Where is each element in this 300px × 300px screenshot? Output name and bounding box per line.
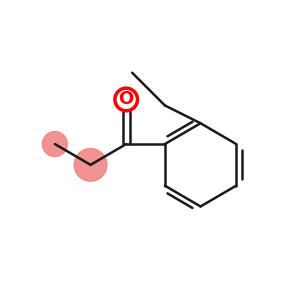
Circle shape: [115, 88, 137, 111]
Circle shape: [42, 132, 68, 157]
Circle shape: [74, 148, 107, 181]
Text: O: O: [118, 91, 134, 109]
